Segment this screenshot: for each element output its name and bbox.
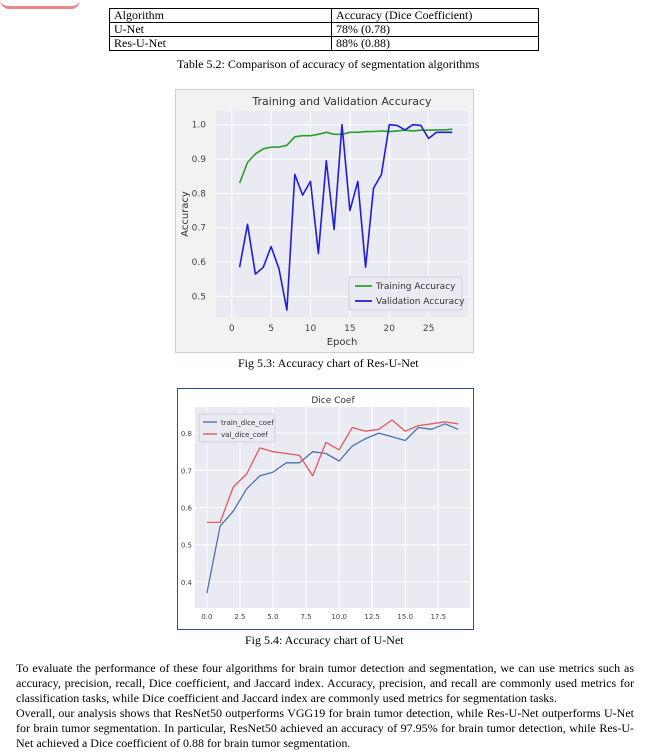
series-group xyxy=(206,419,459,594)
paragraph: Overall, our analysis shows that ResNet5… xyxy=(16,706,634,750)
figure-caption: Fig 5.3: Accuracy chart of Res-U-Net xyxy=(238,356,419,370)
x-tick-label: 10.0 xyxy=(331,613,347,621)
x-tick-label: 25 xyxy=(423,324,434,334)
x-tick-label: 10 xyxy=(305,324,317,334)
series-line-validation-accuracy xyxy=(238,123,453,311)
ticks: 0.5 0.6 0.7 0.8 0.9 1.0 0 5 10 15 20 25 xyxy=(192,121,435,334)
y-tick-label: 0.6 xyxy=(181,505,193,513)
series-line-training-accuracy xyxy=(238,128,453,184)
x-tick-label: 15.0 xyxy=(397,613,413,621)
x-tick-label: 5 xyxy=(268,324,274,334)
logo-fragment xyxy=(0,0,80,9)
y-tick-label: 1.0 xyxy=(192,121,207,131)
x-tick-label: 12.5 xyxy=(364,613,380,621)
legend-label-val: val_dice_coef xyxy=(221,431,268,439)
accuracy-chart: Training and Validation Accuracy 0.50.60… xyxy=(180,95,468,348)
legend: train_dice_coef val_dice_coef xyxy=(198,413,276,443)
x-tick-label: 0.0 xyxy=(201,613,212,621)
y-tick-label: 0.5 xyxy=(181,542,192,550)
table-cell: 78% (0.78) xyxy=(331,22,539,37)
chart-title: Dice Coef xyxy=(311,396,355,406)
y-tick-label: 0.7 xyxy=(192,224,206,234)
ticks: 0.4 0.5 0.6 0.7 0.8 0.0 2.5 5.0 7.5 10.0 12.5 15.0 1… xyxy=(181,430,446,621)
legend-label-validation: Validation Accuracy xyxy=(376,297,465,307)
x-tick-label: 0 xyxy=(229,324,235,334)
table-header-cell: Accuracy (Dice Coefficient) xyxy=(331,8,539,23)
legend-box xyxy=(198,413,276,443)
x-tick-label: 17.5 xyxy=(430,613,446,621)
paragraph: To evaluate the performance of these fou… xyxy=(16,661,634,705)
table-cell: U-Net xyxy=(109,22,332,37)
legend-box xyxy=(348,276,463,311)
table-header-row: Algorithm Accuracy (Dice Coefficient) xyxy=(109,8,539,23)
table-cell: Res-U-Net xyxy=(109,36,332,51)
table-row: U-Net 78% (0.78) xyxy=(109,22,539,37)
y-tick-label: 0.7 xyxy=(181,467,192,475)
series-group xyxy=(238,123,453,311)
x-axis-label: Epoch xyxy=(327,337,358,348)
y-tick-label: 0.8 xyxy=(192,189,207,199)
x-tick-label: 2.5 xyxy=(234,613,245,621)
chart-title: Training and Validation Accuracy xyxy=(251,95,432,108)
y-tick-label: 0.6 xyxy=(192,258,207,268)
legend-label-train: train_dice_coef xyxy=(221,419,274,427)
x-tick-label: 15 xyxy=(344,324,355,334)
body-text: To evaluate the performance of these fou… xyxy=(16,661,634,751)
dice-chart: Dice Coef 0.4 0.5 0.6 0.7 0.8 0.0 2.5 5.0 7.5 10.… xyxy=(181,396,470,621)
x-tick-label: 20 xyxy=(384,324,396,334)
figure-caption: Fig 5.4: Accuracy chart of U-Net xyxy=(245,633,404,647)
y-tick-label: 0.5 xyxy=(192,292,206,302)
table-row: Res-U-Net 88% (0.88) xyxy=(109,36,539,51)
y-tick-label: 0.4 xyxy=(181,579,193,587)
legend-label-training: Training Accuracy xyxy=(375,282,456,292)
table-caption: Table 5.2: Comparison of accuracy of seg… xyxy=(177,57,480,71)
legend: Training Accuracy Validation Accuracy xyxy=(348,276,465,311)
table-cell: 88% (0.88) xyxy=(331,36,539,51)
series-line-val-dice-coef xyxy=(206,419,459,524)
y-tick-label: 0.9 xyxy=(192,155,207,165)
grid xyxy=(195,407,470,608)
x-tick-label: 7.5 xyxy=(300,613,311,621)
y-tick-label: 0.8 xyxy=(181,430,192,438)
figure-accuracy-res-u-net: Training and Validation Accuracy 0.5 0.6 0… xyxy=(175,89,474,353)
comparison-table: Algorithm Accuracy (Dice Coefficient) U-… xyxy=(109,8,539,51)
series-line-train-dice-coef xyxy=(206,423,459,594)
figure-dice-u-net: Dice Coef 0.4 0.5 0.6 0.7 0.8 0.0 2.5 5.0 7.5 10.… xyxy=(177,388,474,630)
y-axis-label: Accuracy xyxy=(180,191,191,237)
table-header-cell: Algorithm xyxy=(109,8,332,23)
x-tick-label: 5.0 xyxy=(267,613,278,621)
